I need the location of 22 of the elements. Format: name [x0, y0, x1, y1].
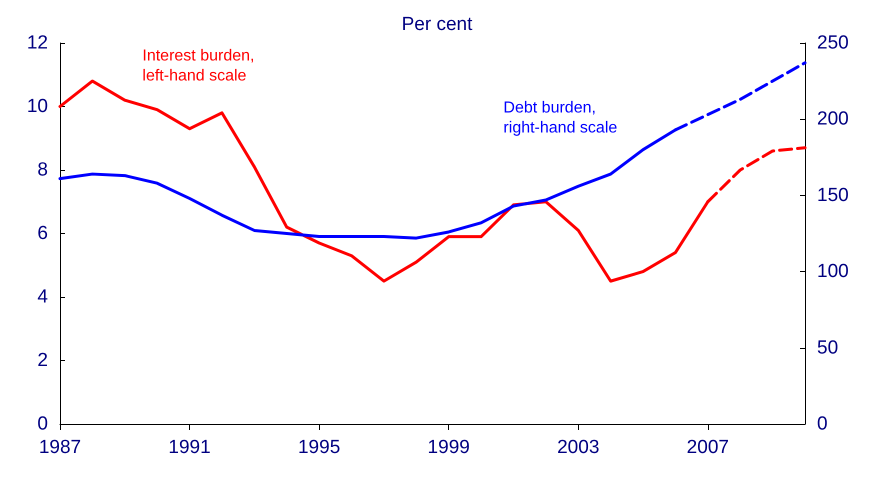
chart-title: Per cent	[402, 14, 474, 35]
x-tick-label: 1991	[168, 437, 211, 458]
y-tick-label: 12	[26, 32, 48, 54]
y2-tick-label: 0	[817, 414, 828, 434]
y-tick-label: 0	[37, 414, 48, 434]
y-tick-label: 10	[26, 96, 48, 117]
y2-tick-label: 200	[817, 108, 849, 130]
y-tick-label: 6	[37, 223, 48, 244]
y-tick-label: 8	[37, 160, 48, 180]
series-label: Debt burden, right-hand scale	[503, 99, 618, 136]
x-tick-label: 1995	[298, 437, 340, 458]
y2-tick-label: 100	[817, 261, 849, 282]
y2-tick-label: 150	[817, 184, 849, 206]
series-label: Interest burden, left-hand scale	[142, 48, 259, 85]
y-tick-label: 2	[37, 350, 48, 371]
x-tick-label: 1999	[428, 437, 470, 458]
x-tick-label: 2007	[686, 437, 729, 458]
y2-tick-label: 50	[817, 337, 838, 358]
y2-tick-label: 250	[817, 32, 849, 54]
x-tick-label: 2003	[557, 437, 600, 458]
x-tick-label: 1987	[38, 437, 82, 458]
y-tick-label: 4	[37, 286, 48, 308]
